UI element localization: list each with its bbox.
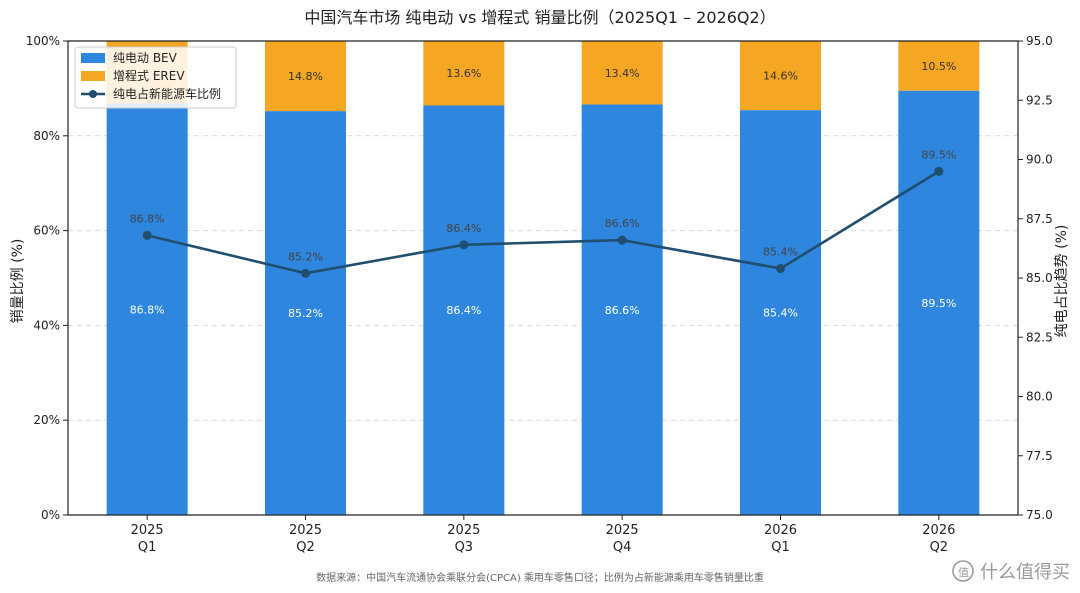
bar-bev-label: 89.5% [921,297,956,310]
y2-tick-label: 85.0 [1026,271,1053,285]
bar-bev-label: 85.4% [763,307,798,320]
y2-tick-label: 75.0 [1026,508,1053,522]
bar-bev [423,105,505,516]
bar-bev-label: 85.2% [288,307,323,320]
bar-erev-label: 13.6% [446,67,481,80]
bar-erev [423,41,505,106]
trend-point [617,235,627,245]
y2-tick-label: 90.0 [1026,153,1053,167]
x-tick-label-year: 2025 [131,523,164,538]
x-tick-label-quarter: Q1 [138,540,157,555]
trend-line-layer: 86.8% 85.2% 86.4% 86.6% 85.4% 89.5% [130,148,956,278]
watermark-logo-glyph: 值 [958,566,969,579]
trend-point [301,268,310,278]
watermark-logo-icon [952,560,974,582]
bar-bev-label: 86.8% [130,303,165,316]
legend-label-erev: 增程式 EREV [113,68,185,83]
y2-tick-label: 92.5 [1026,93,1053,107]
x-tick-label-quarter: Q3 [455,540,474,555]
bar-erev [581,41,663,105]
trend-point-label: 86.6% [605,217,640,230]
bar-bev [581,104,663,516]
trend-point-label: 85.4% [763,246,798,259]
y2-tick-label: 87.5 [1026,212,1053,226]
trend-point [142,230,152,240]
bar-bev [740,110,821,515]
legend: 纯电动 BEV 增程式 EREV 纯电占新能源车比例 [74,46,237,109]
y2-tick-label: 95.0 [1026,34,1053,48]
bar-erev-label: 14.8% [288,70,323,83]
legend-swatch-trend-marker [89,90,97,98]
grid [68,135,1018,421]
y-tick-label: 100% [26,34,60,48]
y2-axis-label: 纯电占比趋势 (%) [1054,225,1070,338]
legend-label-trend: 纯电占新能源车比例 [113,86,221,101]
x-tick-label-quarter: Q4 [613,540,632,555]
y2-tick-label: 77.5 [1026,449,1053,463]
bar-bev [898,90,980,516]
watermark: 值 什么值得买 [952,560,1070,583]
trend-point-label: 89.5% [921,148,956,161]
bar-erev-label: 10.5% [921,60,956,73]
trend-point [776,264,785,274]
x-tick-label-quarter: Q2 [930,540,949,555]
x-tick-label-quarter: Q1 [771,540,790,555]
axes: 0% 20% 40% 60% 80% 100% 75.0 77.5 80.0 82.5 85.0 87… [26,34,1053,555]
x-tick-label-year: 2026 [764,523,797,538]
x-tick-label-year: 2025 [606,523,639,538]
bar-erev-label: 14.6% [763,70,798,83]
bar-bev-label: 86.4% [446,304,481,317]
y-axis-label: 销量比例 (%) [10,239,26,324]
watermark-text: 什么值得买 [980,562,1070,583]
bar-bev [265,111,346,515]
trend-point [934,166,944,176]
trend-point-label: 86.8% [130,212,165,225]
x-tick-label-quarter: Q2 [296,540,315,555]
bar-bev [106,103,188,516]
x-tick-label-year: 2026 [922,523,955,538]
trend-point-label: 86.4% [446,222,481,235]
legend-swatch-bev [81,53,105,63]
bar-erev [265,41,346,112]
trend-line [146,170,940,275]
y-tick-label: 20% [33,413,60,427]
bar-erev [740,41,821,111]
y2-tick-label: 82.5 [1026,330,1053,344]
footer-note: 数据来源：中国汽车流通协会乘联分会(CPCA) 乘用车零售口径；比例为占新能源乘… [316,571,764,584]
trend-point-label: 85.2% [288,250,323,263]
bar-erev [898,41,980,91]
y-tick-label: 80% [33,129,60,143]
chart-title: 中国汽车市场 纯电动 vs 增程式 销量比例（2025Q1 – 2026Q2） [304,8,775,27]
legend-swatch-erev [81,71,105,81]
legend-label-bev: 纯电动 BEV [113,51,178,65]
bar-bev-label: 86.6% [605,304,640,317]
x-tick-label-year: 2025 [289,523,322,538]
y-tick-label: 0% [41,508,60,522]
y-tick-label: 60% [33,224,60,238]
trend-point [459,240,469,250]
y2-tick-label: 80.0 [1026,390,1053,404]
y-tick-label: 40% [33,318,60,332]
x-tick-label-year: 2025 [447,523,480,538]
bar-erev-label: 13.4% [605,67,640,80]
bars: 86.8% 85.2% 14.8% 86.4% 13.6% 86.6% 13.4% 85.4%… [106,41,980,516]
legend-box [74,46,237,109]
